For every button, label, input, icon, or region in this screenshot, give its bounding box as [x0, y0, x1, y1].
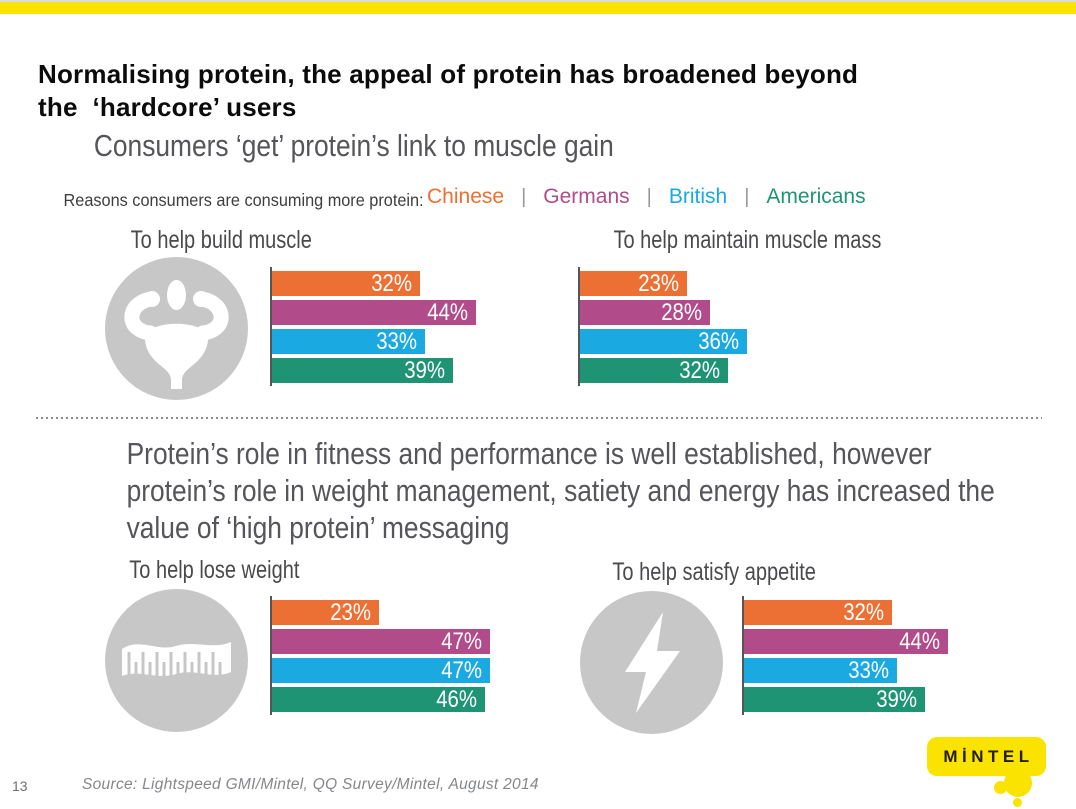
bar-germans: 47%	[272, 628, 542, 655]
bar-value-label: 32%	[843, 599, 884, 626]
bar-fill: 46%	[272, 686, 485, 713]
mintel-logo: MİNTEL	[927, 737, 1052, 809]
legend-item-germans: Germans	[543, 185, 630, 208]
bar-group: 32% 44% 33% 39%	[742, 596, 1014, 715]
muscle-icon	[105, 257, 248, 400]
bar-value-label: 23%	[638, 270, 679, 297]
bar-chinese: 32%	[744, 599, 1014, 626]
bar-value-label: 44%	[427, 299, 468, 326]
bar-germans: 44%	[744, 628, 1014, 655]
bar-germans: 44%	[272, 299, 542, 326]
bar-group: 23% 47% 47% 46%	[270, 596, 542, 715]
bar-value-label: 32%	[371, 270, 412, 297]
bar-group: 32% 44% 33% 39%	[270, 267, 542, 386]
section-heading-weight: Protein’s role in fitness and performanc…	[126, 436, 995, 545]
bar-value-label: 46%	[436, 686, 477, 713]
chart-title: To help lose weight	[129, 556, 300, 584]
bar-americans: 32%	[580, 357, 850, 384]
legend-item-americans: Americans	[766, 185, 866, 208]
bar-value-label: 47%	[441, 628, 482, 655]
bar-fill: 23%	[272, 599, 379, 626]
top-accent-bar	[0, 2, 1076, 14]
bar-fill: 44%	[744, 628, 948, 655]
page-number: 13	[12, 778, 28, 794]
bar-fill: 36%	[580, 328, 747, 355]
bar-value-label: 33%	[376, 328, 417, 355]
bar-value-label: 39%	[876, 686, 917, 713]
bar-british: 33%	[744, 657, 1014, 684]
logo-drip	[1004, 769, 1032, 797]
legend-separator: |	[744, 186, 750, 208]
bar-chinese: 32%	[272, 270, 542, 297]
bar-fill: 33%	[744, 657, 897, 684]
tape-measure-icon	[105, 589, 248, 732]
logo-bubble: MİNTEL	[927, 737, 1046, 776]
bar-chinese: 23%	[580, 270, 850, 297]
bar-value-label: 36%	[698, 328, 739, 355]
bar-group: 23% 28% 36% 32%	[578, 267, 850, 386]
bar-value-label: 32%	[679, 357, 720, 384]
bar-value-label: 33%	[848, 657, 889, 684]
legend-item-chinese: Chinese	[427, 185, 505, 208]
bar-americans: 46%	[272, 686, 542, 713]
logo-drip-dot	[1013, 798, 1022, 807]
chart-lose-weight: To help lose weight 23% 47% 47% 46%	[105, 556, 565, 746]
bar-fill: 32%	[580, 357, 728, 384]
legend: Chinese | Germans | British | Americans	[427, 185, 866, 209]
bar-value-label: 23%	[330, 599, 371, 626]
chart-maintain-muscle: To help maintain muscle mass 23% 28% 36% 32…	[578, 226, 1038, 416]
bar-fill: 23%	[580, 270, 687, 297]
source-text: Source: Lightspeed GMI/Mintel, QQ Survey…	[82, 776, 539, 793]
bar-fill: 47%	[272, 628, 490, 655]
bar-fill: 32%	[272, 270, 420, 297]
bar-fill: 39%	[744, 686, 925, 713]
bar-value-label: 44%	[899, 628, 940, 655]
bar-value-label: 39%	[404, 357, 445, 384]
dotted-divider	[36, 417, 1042, 419]
bar-fill: 33%	[272, 328, 425, 355]
legend-separator: |	[521, 186, 527, 208]
logo-drip-bump	[994, 781, 1007, 794]
bar-fill: 32%	[744, 599, 892, 626]
bar-fill: 47%	[272, 657, 490, 684]
legend-separator: |	[646, 186, 652, 208]
page-title: Normalising protein, the appeal of prote…	[38, 59, 859, 123]
bar-fill: 28%	[580, 299, 710, 326]
chart-build-muscle: To help build muscle 32% 44% 33% 39%	[105, 226, 565, 416]
bar-fill: 39%	[272, 357, 453, 384]
lightning-icon	[580, 591, 723, 734]
bar-fill: 44%	[272, 299, 476, 326]
logo-wordmark: MİNTEL	[943, 746, 1034, 766]
chart-satisfy-appetite: To help satisfy appetite 32% 44% 33% 39%	[580, 558, 1040, 748]
section-heading-muscle: Consumers ‘get’ protein’s link to muscle…	[93, 128, 614, 163]
bar-americans: 39%	[272, 357, 542, 384]
bar-chinese: 23%	[272, 599, 542, 626]
bar-british: 36%	[580, 328, 850, 355]
bar-value-label: 28%	[661, 299, 702, 326]
bar-british: 47%	[272, 657, 542, 684]
legend-intro: Reasons consumers are consuming more pro…	[63, 190, 424, 210]
bar-germans: 28%	[580, 299, 850, 326]
bar-british: 33%	[272, 328, 542, 355]
bar-americans: 39%	[744, 686, 1014, 713]
bar-value-label: 47%	[441, 657, 482, 684]
window-top-edge	[0, 0, 1076, 2]
chart-title: To help satisfy appetite	[612, 558, 816, 586]
legend-item-british: British	[668, 185, 728, 208]
chart-title: To help build muscle	[130, 226, 312, 254]
chart-title: To help maintain muscle mass	[613, 226, 882, 254]
